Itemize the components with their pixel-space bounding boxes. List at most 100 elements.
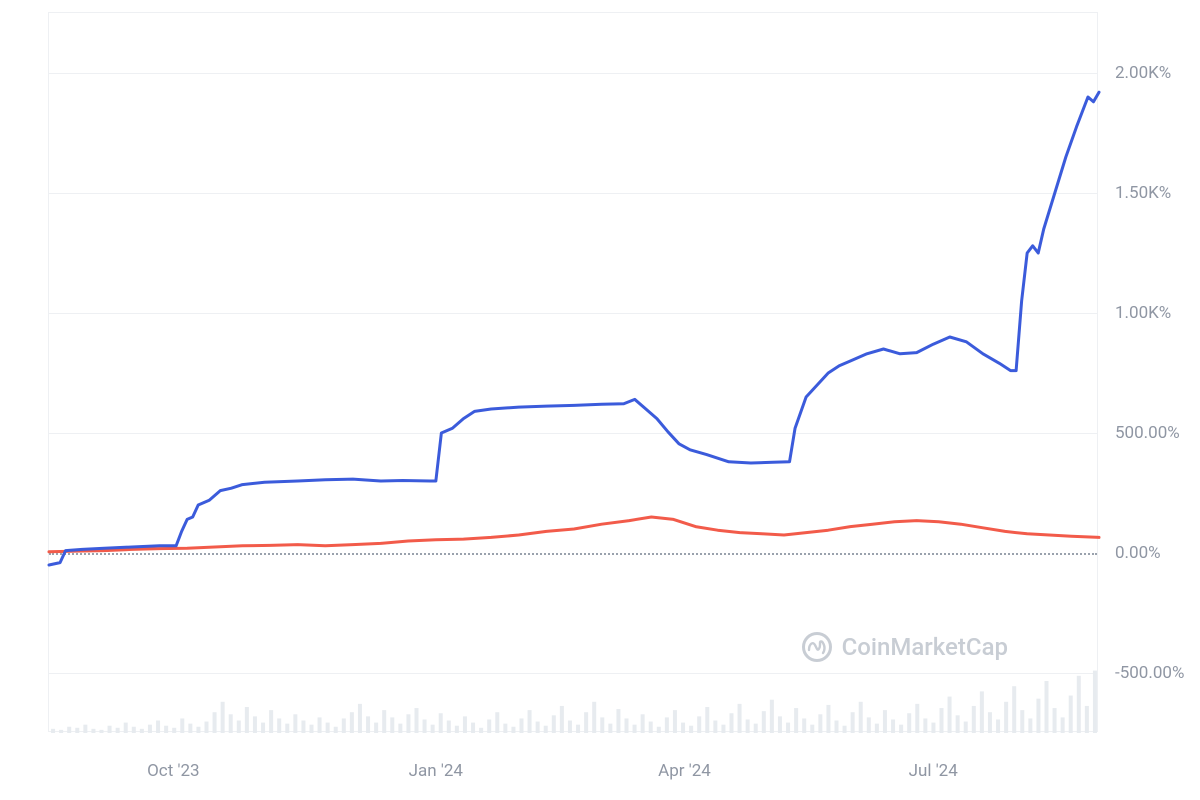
volume-bar — [826, 705, 830, 733]
y-axis-label: 0.00% — [1115, 543, 1161, 563]
volume-bar — [641, 714, 645, 733]
volume-bar — [657, 727, 661, 733]
volume-bar — [778, 716, 782, 733]
volume-bar — [196, 727, 200, 733]
volume-bar — [552, 715, 556, 733]
volume-bar — [713, 721, 717, 733]
volume-bar — [600, 717, 604, 733]
volume-bar — [1028, 718, 1032, 733]
volume-bar — [891, 719, 895, 733]
volume-bar — [544, 726, 548, 733]
volume-bar — [390, 717, 394, 733]
volume-bar — [1085, 706, 1089, 733]
volume-bar — [326, 723, 330, 733]
volume-bar — [794, 708, 798, 733]
volume-bar — [124, 723, 128, 733]
volume-bar — [592, 702, 596, 733]
volume-bar — [205, 722, 209, 733]
volume-bar — [988, 712, 992, 733]
volume-bar — [931, 723, 935, 733]
volume-bar — [1004, 702, 1008, 733]
volume-bar — [511, 727, 515, 733]
volume-bar — [972, 706, 976, 733]
volume-bar — [940, 708, 944, 733]
volume-bar — [479, 728, 483, 733]
volume-bar — [51, 729, 55, 733]
volume-bar — [818, 714, 822, 733]
volume-bar — [180, 718, 184, 733]
volume-bar — [487, 719, 491, 733]
volume-bar — [495, 712, 499, 733]
volume-bar — [1020, 710, 1024, 733]
volume-bar — [455, 726, 459, 733]
volume-bar — [1061, 717, 1065, 733]
volume-bar — [132, 727, 136, 733]
volume-bar — [374, 723, 378, 733]
volume-bar — [721, 725, 725, 733]
volume-bar — [75, 728, 79, 733]
x-axis-label: Jan '24 — [409, 761, 463, 781]
volume-bar — [1077, 676, 1081, 733]
volume-bar — [859, 702, 863, 733]
volume-bar — [334, 727, 338, 733]
volume-bar — [875, 724, 879, 733]
volume-bar — [689, 726, 693, 733]
volume-bar — [528, 710, 532, 733]
y-axis-label: 2.00K% — [1115, 63, 1171, 83]
volume-bar — [665, 717, 669, 733]
volume-bar — [536, 722, 540, 733]
volume-bar — [608, 724, 612, 733]
volume-bar — [382, 710, 386, 733]
volume-bar — [156, 721, 160, 733]
y-axis-label: -500.00% — [1115, 663, 1184, 683]
volume-bar — [116, 728, 120, 733]
series-primary — [49, 92, 1099, 565]
volume-bar — [835, 721, 839, 733]
volume-bar — [366, 716, 370, 733]
volume-bar — [100, 730, 104, 733]
volume-bar — [964, 722, 968, 733]
volume-bar — [649, 722, 653, 733]
volume-bar — [1045, 681, 1049, 733]
volume-bar — [980, 691, 984, 733]
volume-bar — [229, 714, 233, 733]
volume-bar — [616, 709, 620, 733]
volume-bar — [923, 718, 927, 733]
volume-bar — [423, 719, 427, 733]
volume-bar — [520, 718, 524, 733]
volume-bar — [786, 723, 790, 733]
volume-bar — [301, 721, 305, 733]
volume-bar — [883, 710, 887, 733]
volume-bar — [350, 712, 354, 733]
volume-bar — [584, 712, 588, 733]
volume-bar — [164, 726, 168, 733]
volume-bar — [148, 725, 152, 733]
volume-bar — [463, 716, 467, 733]
volume-bar — [907, 713, 911, 733]
volume-bar — [261, 723, 265, 733]
volume-bar — [269, 710, 273, 733]
volume-bar — [91, 729, 95, 733]
volume-bar — [358, 704, 362, 733]
plot-area[interactable]: 2.00K%1.50K%1.00K%500.00%0.00%-500.00%Oc… — [48, 12, 1098, 732]
volume-bar — [762, 711, 766, 733]
volume-bar — [285, 724, 289, 733]
volume-bar — [310, 725, 314, 733]
volume-bar — [673, 710, 677, 733]
volume-bar — [1053, 708, 1057, 733]
x-axis-label: Jul '24 — [909, 761, 958, 781]
volume-bar — [293, 714, 297, 733]
volume-bar — [576, 725, 580, 733]
volume-bar — [277, 718, 281, 733]
volume-bar — [59, 730, 63, 733]
volume-bar — [108, 726, 112, 733]
volume-bar — [899, 725, 903, 733]
volume-bar — [439, 713, 443, 733]
volume-bar — [503, 724, 507, 733]
volume-bar — [172, 728, 176, 733]
volume-bar — [770, 700, 774, 733]
volume-bar — [67, 727, 71, 733]
volume-bar — [568, 721, 572, 733]
volume-bar — [431, 725, 435, 733]
volume-bar — [213, 712, 217, 733]
